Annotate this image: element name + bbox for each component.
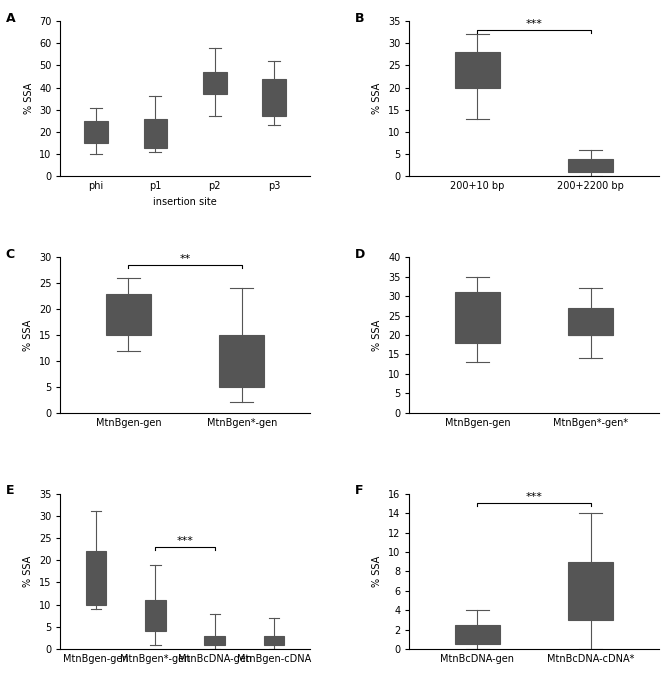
PathPatch shape (219, 335, 264, 387)
PathPatch shape (455, 625, 500, 644)
PathPatch shape (106, 294, 151, 335)
Text: F: F (355, 484, 363, 497)
Y-axis label: % SSA: % SSA (372, 83, 382, 114)
Y-axis label: % SSA: % SSA (372, 556, 382, 587)
PathPatch shape (203, 72, 226, 94)
PathPatch shape (144, 119, 167, 147)
Y-axis label: % SSA: % SSA (24, 320, 34, 350)
PathPatch shape (568, 158, 614, 172)
PathPatch shape (263, 636, 284, 645)
PathPatch shape (84, 121, 108, 143)
Text: ***: *** (526, 492, 542, 503)
PathPatch shape (204, 636, 225, 645)
Text: ***: *** (526, 19, 542, 29)
PathPatch shape (262, 79, 286, 117)
PathPatch shape (455, 292, 500, 343)
Text: D: D (355, 248, 365, 261)
Y-axis label: % SSA: % SSA (24, 556, 34, 587)
PathPatch shape (455, 52, 500, 87)
X-axis label: insertion site: insertion site (153, 197, 217, 207)
Text: B: B (355, 12, 364, 24)
PathPatch shape (568, 308, 614, 335)
PathPatch shape (86, 551, 106, 604)
Text: **: ** (179, 254, 191, 264)
Text: E: E (5, 484, 14, 497)
PathPatch shape (145, 600, 166, 632)
Text: C: C (5, 248, 15, 261)
Y-axis label: % SSA: % SSA (24, 83, 34, 114)
Text: A: A (5, 12, 15, 24)
PathPatch shape (568, 562, 614, 620)
Text: ***: *** (177, 536, 194, 546)
Y-axis label: % SSA: % SSA (372, 320, 382, 350)
